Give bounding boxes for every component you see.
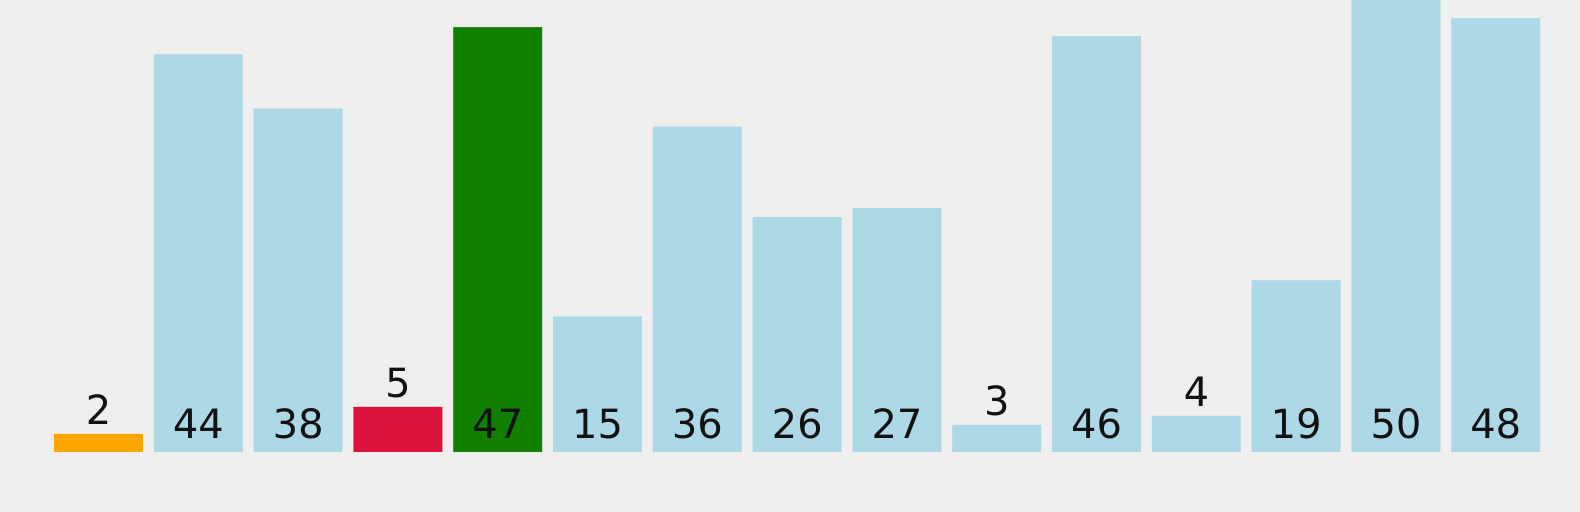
bar-14 [1451,18,1541,452]
bar-13 [1351,0,1441,452]
bar-value-label-2: 38 [273,402,324,448]
bar-8 [852,207,942,452]
bar-value-label-3: 5 [385,361,410,407]
bar-value-label-14: 48 [1470,402,1521,448]
bar-value-label-8: 27 [871,402,922,448]
bar-0 [54,433,143,452]
bar-12 [1251,280,1341,452]
bar-value-label-13: 50 [1370,402,1421,448]
bar-7 [752,217,842,452]
bar-4 [453,27,543,452]
bar-2 [253,108,343,452]
bar-1 [153,54,243,452]
bar-value-label-11: 4 [1184,370,1209,416]
bar-value-label-1: 44 [173,402,224,448]
bar-value-label-12: 19 [1271,402,1322,448]
bar-3 [353,406,443,452]
bar-9 [952,424,1042,452]
bar-value-label-5: 15 [572,402,623,448]
bar-11 [1151,415,1241,452]
bar-10 [1052,36,1141,452]
bar-value-label-7: 26 [772,402,823,448]
bar-value-label-9: 3 [984,379,1009,425]
bar-value-label-10: 46 [1071,402,1122,448]
bar-6 [652,126,742,452]
bar-5 [553,316,642,452]
bar-value-label-4: 47 [472,402,523,448]
bar-value-label-0: 2 [86,388,111,434]
bar-value-label-6: 36 [672,402,723,448]
